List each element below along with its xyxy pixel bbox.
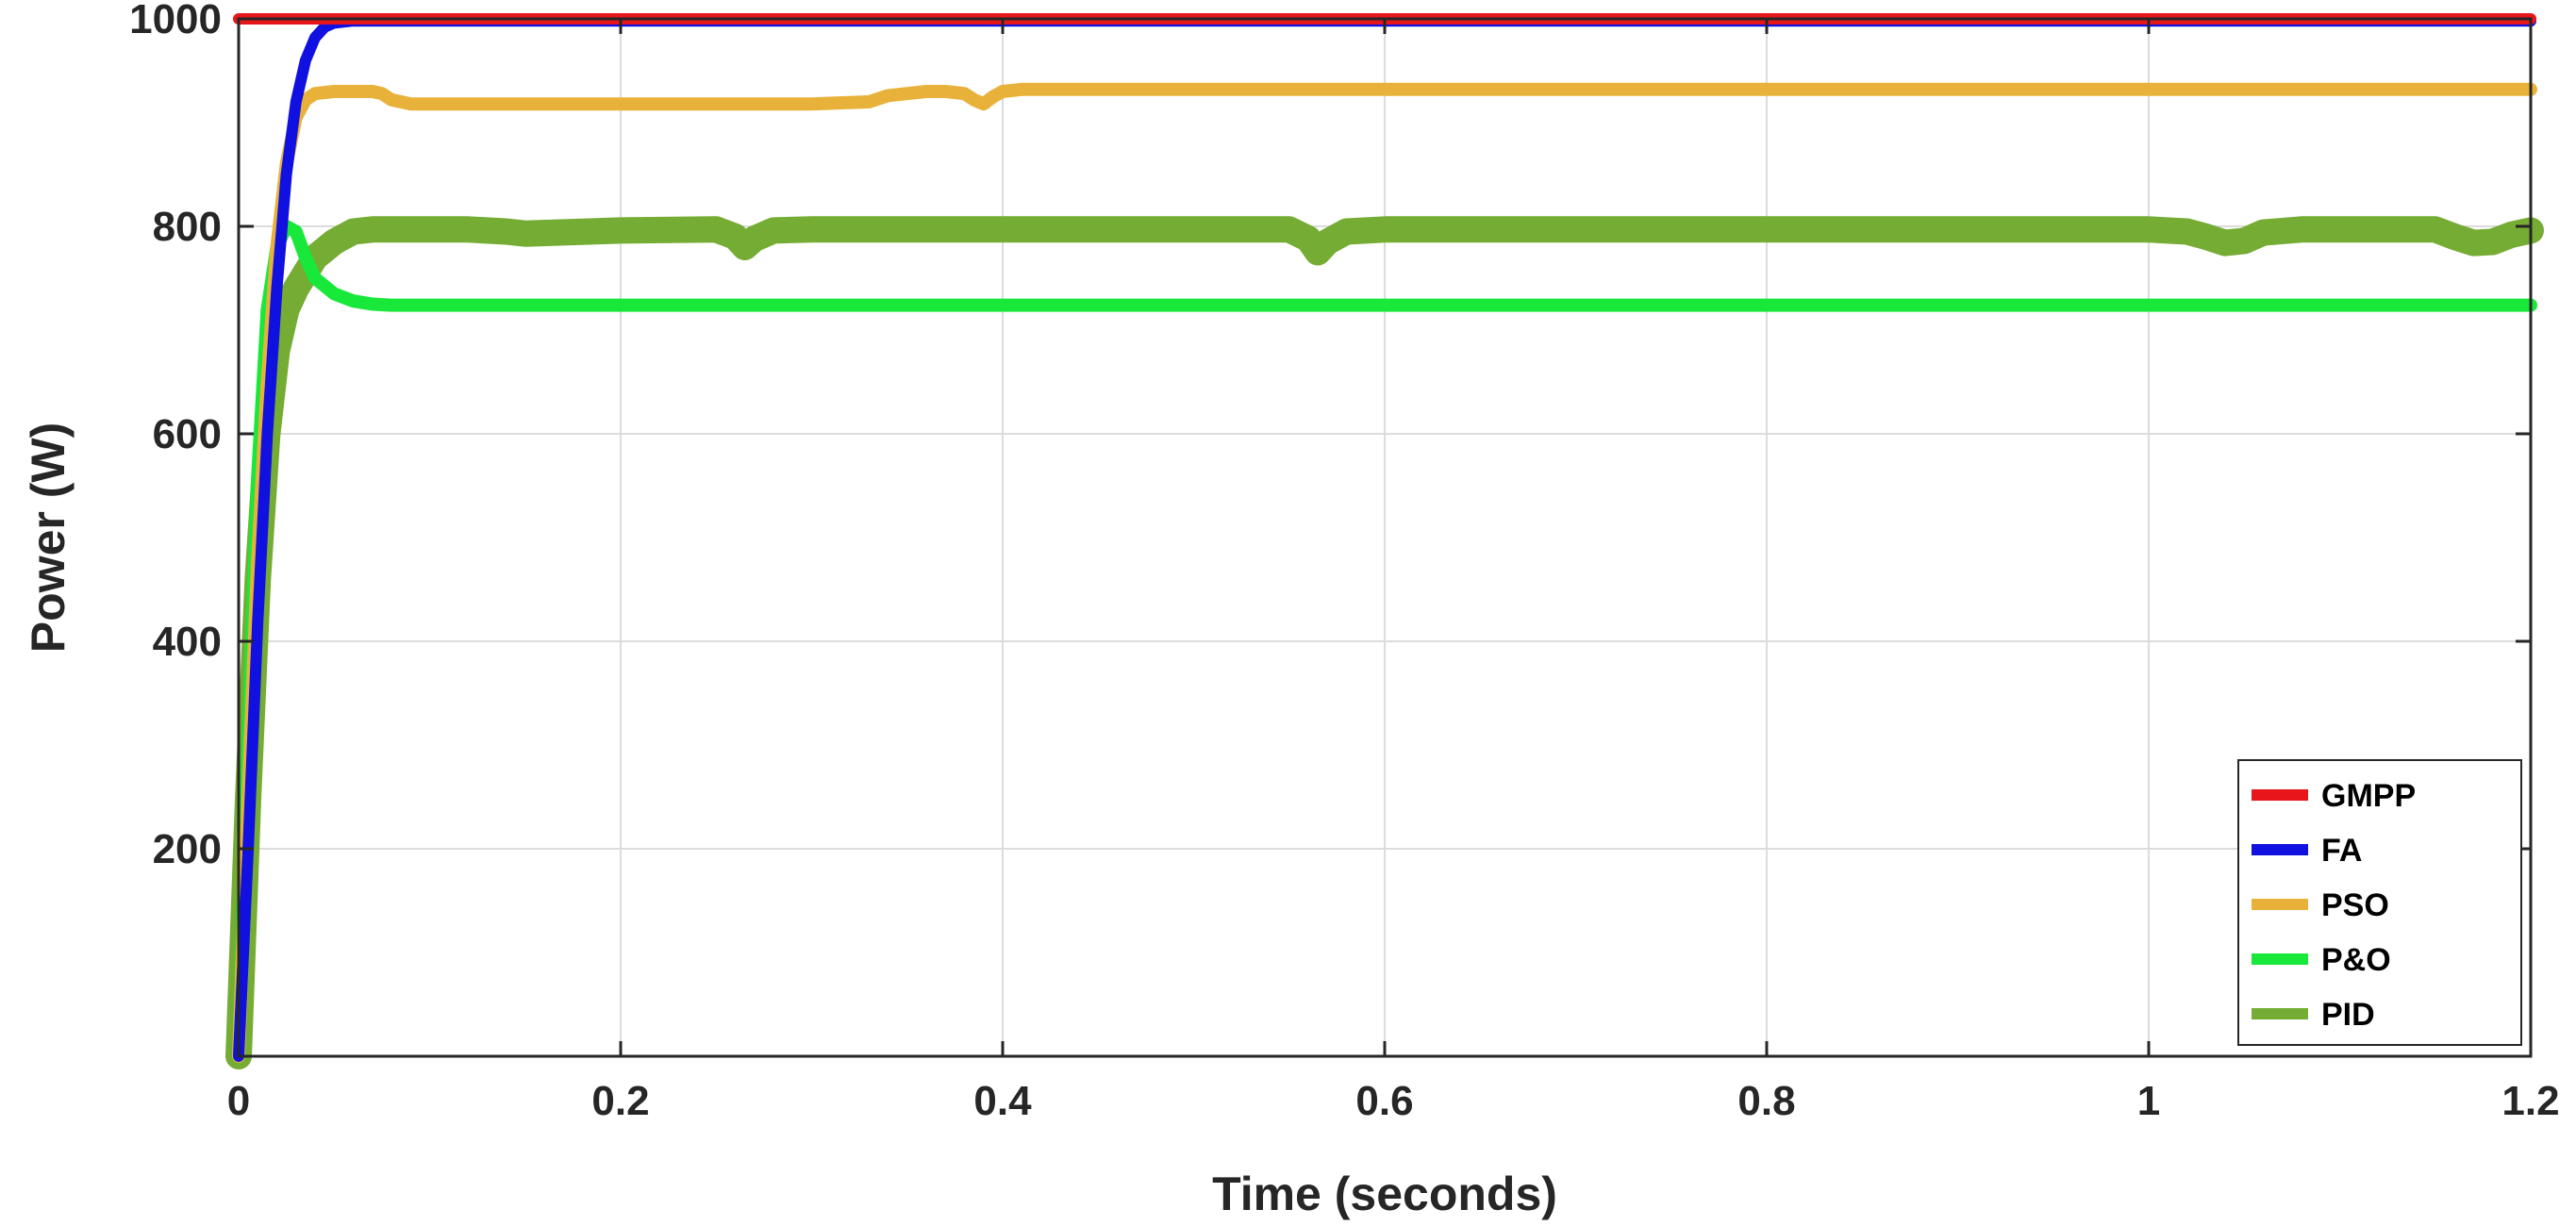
legend: GMPP FA PSO P&O PID bbox=[2237, 759, 2522, 1046]
y-tick-label: 800 bbox=[153, 204, 222, 250]
legend-label: P&O bbox=[2321, 942, 2391, 978]
x-tick-label: 0.8 bbox=[1737, 1078, 1795, 1124]
series-line-pid bbox=[225, 216, 2544, 1069]
series-layer bbox=[225, 13, 2544, 1069]
legend-label: FA bbox=[2321, 833, 2362, 869]
y-axis-label: Power (W) bbox=[22, 422, 75, 653]
y-tick-label: 400 bbox=[153, 619, 222, 665]
x-tick-label: 0 bbox=[227, 1078, 250, 1124]
x-tick-label: 0.4 bbox=[973, 1078, 1032, 1124]
y-tick-label: 200 bbox=[153, 826, 222, 872]
x-tick-label: 0.2 bbox=[591, 1078, 649, 1124]
x-tick-label: 0.6 bbox=[1355, 1078, 1413, 1124]
y-tick-label: 600 bbox=[153, 411, 222, 457]
x-tick-label: 1.2 bbox=[2501, 1078, 2559, 1124]
x-tick-label: 1 bbox=[2137, 1078, 2160, 1124]
ticks: 0 0.2 0.4 0.6 0.8 1 1.2 200 400 600 800 1000 bbox=[129, 0, 2559, 1124]
legend-label: PID bbox=[2321, 997, 2375, 1033]
legend-label: PSO bbox=[2321, 887, 2389, 923]
x-axis-label: Time (seconds) bbox=[1212, 1168, 1557, 1220]
y-tick-label: 1000 bbox=[129, 0, 222, 42]
legend-label: GMPP bbox=[2321, 778, 2416, 814]
